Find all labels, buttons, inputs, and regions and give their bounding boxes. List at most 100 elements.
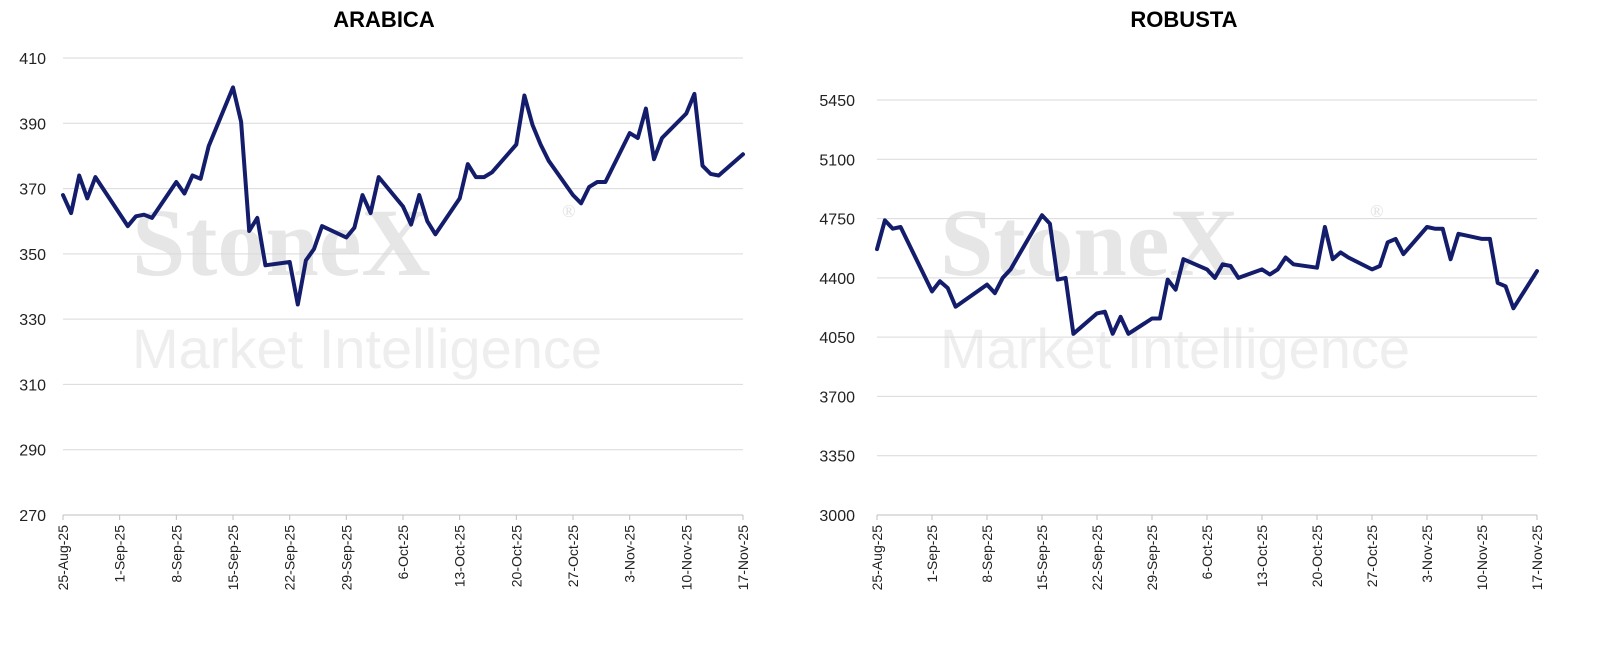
data-point: [1276, 267, 1280, 271]
data-point: [1229, 264, 1233, 268]
data-point: [1370, 267, 1374, 271]
data-point: [1339, 250, 1343, 254]
data-point: [1394, 237, 1398, 241]
x-tick-label: 29-Sep-25: [338, 525, 354, 591]
data-point: [1260, 267, 1264, 271]
data-point: [1449, 257, 1453, 261]
data-point: [377, 175, 381, 179]
y-tick-label: 4400: [819, 271, 855, 288]
data-point: [1504, 284, 1508, 288]
data-point: [603, 180, 607, 184]
x-tick-label: 22-Sep-25: [282, 525, 298, 591]
x-tick-label: 13-Oct-25: [1254, 525, 1270, 587]
y-tick-label: 270: [19, 508, 46, 525]
data-point: [207, 144, 211, 148]
data-point: [1268, 273, 1272, 276]
data-point: [150, 216, 154, 220]
data-point: [466, 162, 470, 166]
data-point: [247, 229, 251, 233]
data-point: [1016, 254, 1020, 258]
data-point: [1095, 311, 1099, 315]
data-point: [1174, 288, 1178, 292]
data-point: [69, 211, 73, 215]
data-point: [1103, 310, 1107, 314]
data-point: [539, 143, 543, 146]
x-tick-label: 3-Nov-25: [622, 525, 638, 583]
arabica-chart-panel: StoneX ® Market Intelligence ARABICA 270 290 3…: [0, 0, 790, 645]
x-tick-label: 25-Aug-25: [869, 525, 885, 591]
data-point: [1284, 256, 1288, 259]
data-point: [255, 216, 259, 220]
y-tick-label: 5100: [819, 152, 855, 169]
data-point: [1386, 240, 1390, 244]
data-point: [883, 218, 887, 222]
y-tick-label: 3350: [819, 449, 855, 466]
data-point: [174, 180, 178, 184]
data-point: [1064, 276, 1068, 280]
y-tick-label: 290: [19, 443, 46, 460]
data-point: [263, 263, 267, 267]
data-point: [361, 193, 364, 197]
data-point: [288, 260, 292, 264]
data-point: [1181, 257, 1185, 261]
data-point: [320, 224, 324, 228]
x-tick-label: 10-Nov-25: [1474, 525, 1490, 591]
x-tick-label: 22-Sep-25: [1089, 525, 1105, 591]
data-point: [547, 159, 551, 163]
data-point: [1535, 269, 1539, 273]
data-point: [296, 303, 300, 306]
watermark-brand: StoneX: [132, 189, 431, 296]
data-point: [1166, 278, 1170, 282]
data-point: [514, 143, 518, 146]
data-point: [409, 223, 413, 226]
data-point: [1323, 225, 1327, 229]
data-point: [891, 227, 895, 231]
data-point: [595, 180, 599, 184]
x-tick-label: 27-Oct-25: [1364, 525, 1380, 587]
data-point: [458, 196, 462, 200]
data-point: [1425, 225, 1429, 229]
watermark-brand: StoneX: [940, 189, 1239, 296]
data-point: [352, 226, 356, 230]
x-tick-label: 1-Sep-25: [112, 525, 128, 583]
data-point: [993, 291, 997, 295]
data-point: [1205, 267, 1209, 271]
data-point: [417, 193, 421, 197]
y-tick-label: 5450: [819, 93, 855, 110]
data-point: [1001, 276, 1005, 280]
data-point: [231, 85, 235, 89]
y-tick-label: 4050: [819, 330, 855, 347]
data-point: [628, 131, 632, 135]
data-point: [1480, 237, 1484, 241]
data-point: [126, 224, 130, 228]
data-point: [1221, 262, 1225, 266]
data-point: [1331, 257, 1335, 261]
data-point: [490, 170, 494, 174]
data-point: [239, 120, 243, 124]
data-point: [1048, 222, 1052, 226]
y-tick-label: 310: [19, 377, 46, 394]
y-tick-label: 410: [19, 51, 46, 68]
data-point: [644, 107, 648, 111]
y-tick-label: 350: [19, 247, 46, 264]
data-point: [304, 258, 308, 262]
data-point: [717, 174, 721, 177]
chart-title: ARABICA: [333, 7, 435, 32]
watermark-registered-mark: ®: [562, 201, 575, 221]
data-point: [1315, 266, 1319, 270]
data-point: [433, 232, 437, 236]
data-point: [1119, 315, 1123, 319]
data-point: [531, 123, 534, 127]
data-point: [571, 193, 575, 197]
data-point: [636, 136, 640, 140]
data-point: [875, 247, 879, 251]
x-tick-label: 17-Nov-25: [1529, 525, 1545, 591]
x-tick-label: 25-Aug-25: [55, 525, 71, 591]
x-tick-label: 10-Nov-25: [678, 525, 694, 591]
data-point: [369, 211, 373, 215]
data-point: [985, 283, 989, 287]
data-point: [660, 136, 664, 140]
data-point: [1511, 306, 1515, 310]
data-point: [482, 175, 486, 179]
x-tick-label: 6-Oct-25: [395, 525, 411, 580]
